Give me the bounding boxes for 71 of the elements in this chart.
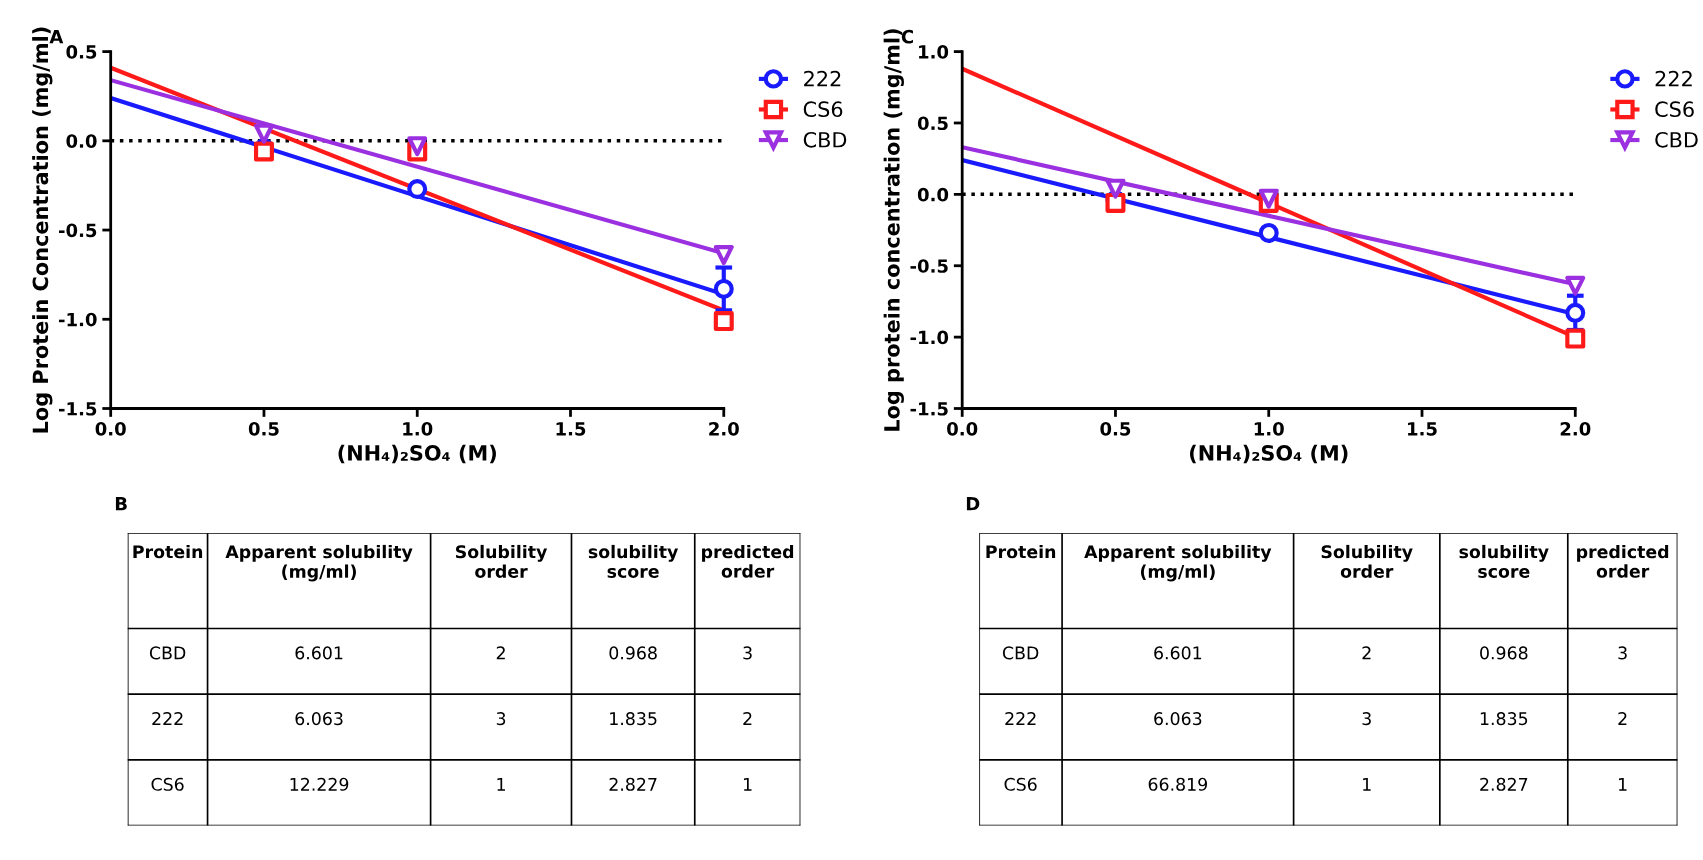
text: 3 xyxy=(1362,712,1371,726)
text: 6.063 xyxy=(1154,712,1202,726)
x-tick-label: 0.0 xyxy=(95,422,126,436)
x-tick-label: 1.5 xyxy=(556,422,586,436)
y-tick-label: 0.0 xyxy=(66,134,97,148)
text: 2 xyxy=(1362,646,1371,660)
y-tick-label: -1.0 xyxy=(59,312,97,327)
text: 6.601 xyxy=(295,646,343,660)
legend-label: CBD xyxy=(803,131,847,148)
text: 1.835 xyxy=(1480,712,1528,726)
text: 3 xyxy=(496,712,506,726)
text: Apparent solubility (mg/ml) xyxy=(1084,544,1272,582)
legend-label: 222 xyxy=(804,70,841,87)
text: solubility score xyxy=(588,544,679,578)
text: Protein xyxy=(133,544,203,559)
x-axis-title: (NH₄)₂SO₄ (M) xyxy=(1190,444,1348,464)
legend-label: 222 xyxy=(1655,70,1692,87)
text: 0.968 xyxy=(1480,646,1528,660)
x-tick-label: 1.0 xyxy=(403,422,433,436)
x-tick-label: 0.5 xyxy=(248,422,279,436)
text: CS6 xyxy=(1004,777,1037,791)
y-tick-label: -0.5 xyxy=(59,223,97,238)
x-axis-title: (NH₄)₂SO₄ (M) xyxy=(338,444,496,464)
text: 1 xyxy=(1619,777,1627,791)
y-tick-label: -1.0 xyxy=(910,330,949,345)
y-tick-label: -1.5 xyxy=(910,402,948,416)
text: 2.827 xyxy=(609,777,657,791)
text: 1 xyxy=(1363,777,1371,791)
text: 2 xyxy=(743,712,752,725)
x-tick-label: 2.0 xyxy=(709,422,739,436)
text: 1 xyxy=(497,777,505,791)
text: B xyxy=(115,497,127,511)
text: 6.601 xyxy=(1154,646,1202,660)
y-tick-label: 0.0 xyxy=(917,187,949,202)
x-tick-label: 1.0 xyxy=(1254,422,1284,436)
text: predicted order xyxy=(702,544,794,578)
text: 222 xyxy=(152,712,183,725)
text: CS6 xyxy=(151,777,184,791)
text: 2.827 xyxy=(1480,777,1528,791)
x-tick-label: 0.0 xyxy=(947,422,978,436)
text: Solubility order xyxy=(1321,544,1413,578)
legend-label: CS6 xyxy=(1655,101,1694,118)
text: 222 xyxy=(1005,712,1036,725)
text: 2 xyxy=(496,646,505,660)
x-tick-label: 0.5 xyxy=(1100,422,1131,436)
y-tick-label: -1.5 xyxy=(59,402,97,416)
x-tick-label: 2.0 xyxy=(1560,422,1591,436)
y-tick-label: 0.5 xyxy=(66,45,97,59)
text: 3 xyxy=(743,646,752,660)
legend-label: CBD xyxy=(1655,131,1698,148)
legend-label: CS6 xyxy=(803,101,843,118)
y-tick-label: -0.5 xyxy=(910,259,948,273)
x-tick-label: 1.5 xyxy=(1408,422,1437,436)
text: predicted order xyxy=(1577,544,1669,578)
text: CBD xyxy=(1002,646,1039,660)
text: Solubility order xyxy=(455,544,548,578)
text: CBD xyxy=(149,646,186,660)
text: 1.835 xyxy=(610,712,657,726)
text: 3 xyxy=(1618,646,1627,660)
text: 2 xyxy=(1618,712,1627,725)
text: D xyxy=(966,497,980,511)
text: 1 xyxy=(743,777,752,791)
text: 12.229 xyxy=(290,777,349,791)
text: Apparent solubility (mg/ml) xyxy=(225,544,413,582)
text: 66.819 xyxy=(1148,777,1207,791)
y-tick-label: 0.5 xyxy=(917,116,948,131)
text: 0.968 xyxy=(609,646,657,660)
text: solubility score xyxy=(1459,544,1549,578)
y-tick-label: 1.0 xyxy=(919,45,949,59)
text: Protein xyxy=(986,544,1056,559)
text: 6.063 xyxy=(295,712,343,726)
